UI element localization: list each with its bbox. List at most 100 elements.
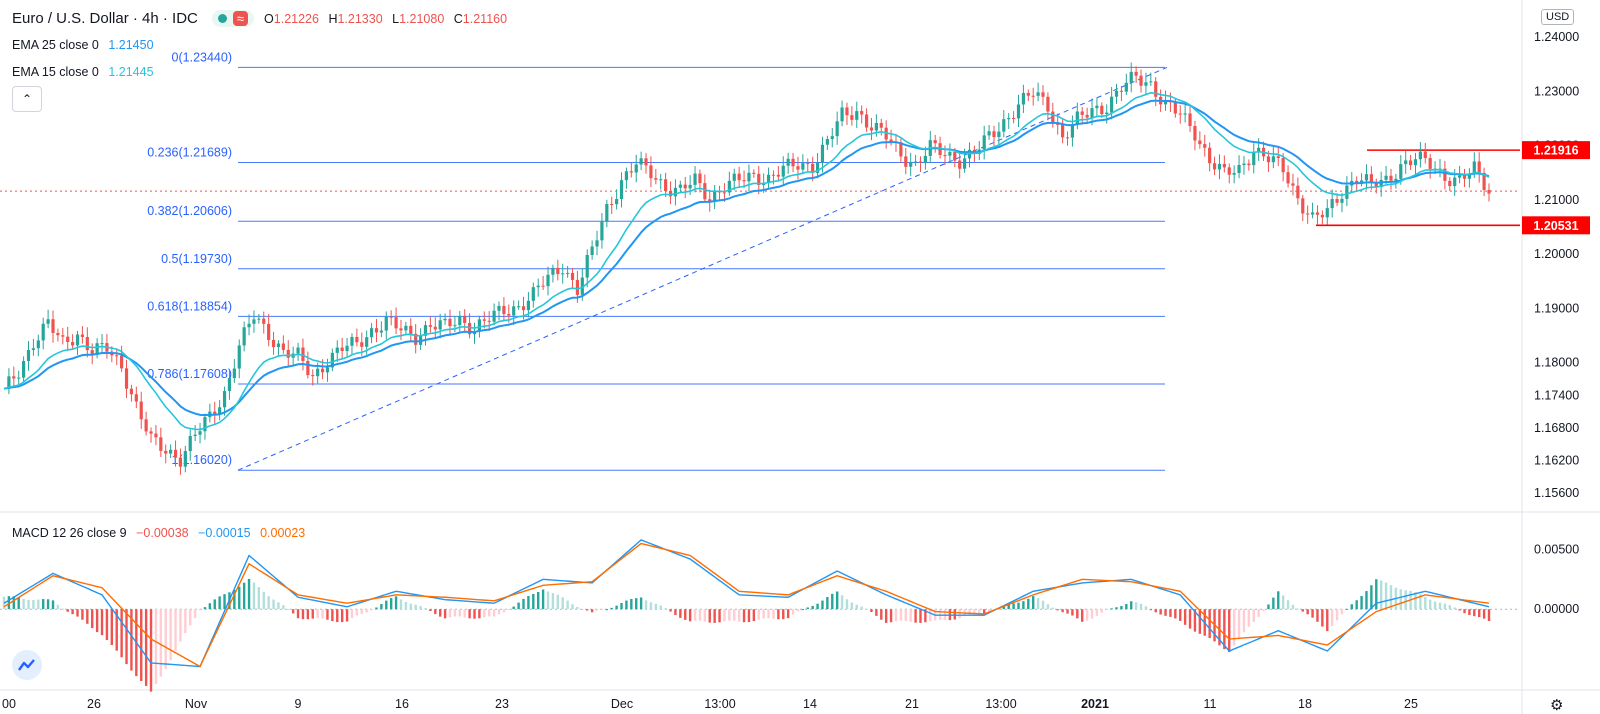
market-status[interactable]: ≈ (211, 10, 255, 27)
candle-body (1026, 93, 1030, 96)
macd-histogram-bar (340, 609, 344, 623)
macd-histogram-bar (595, 609, 599, 611)
macd-histogram-bar (1443, 603, 1447, 610)
candle-body (296, 347, 300, 354)
macd-signal-value: 0.00023 (260, 526, 306, 540)
candle-body (1355, 180, 1359, 183)
macd-histogram-bar (1095, 609, 1099, 616)
candle-body (178, 457, 183, 467)
candle-body (1310, 212, 1315, 215)
macd-histogram-bar (1154, 609, 1157, 613)
candle-body (1178, 113, 1182, 115)
macd-histogram-bar (179, 609, 182, 642)
candle-body (536, 285, 540, 288)
candle-body (448, 318, 452, 327)
macd-histogram-bar (806, 607, 809, 610)
macd-histogram-bar (42, 599, 45, 610)
candle-body (1070, 124, 1075, 138)
candle-body (1320, 214, 1324, 218)
candle-body (1389, 175, 1393, 181)
candle-body (1247, 163, 1251, 166)
candle-body (673, 187, 678, 197)
candle-body (1065, 137, 1070, 139)
macd-histogram-bar (350, 609, 354, 619)
macd-histogram-bar (1262, 609, 1265, 612)
candle-body (517, 306, 521, 308)
candle-body (1075, 111, 1079, 125)
macd-histogram-bar (262, 591, 265, 610)
candle-body (345, 345, 349, 352)
time-tick-label: 11 (1204, 697, 1217, 711)
candle-body (982, 135, 986, 150)
macd-histogram-bar (1267, 604, 1270, 610)
candle-body (384, 316, 388, 331)
macd-label: MACD 12 26 close 9 (12, 526, 127, 540)
gear-icon[interactable]: ⚙ (1550, 697, 1564, 714)
ema15-legend[interactable]: EMA 15 close 0 1.21445 (12, 65, 154, 79)
macd-histogram-bar (870, 609, 873, 613)
macd-histogram-bar (801, 609, 805, 611)
candle-body (664, 179, 668, 191)
macd-histogram-bar (703, 609, 707, 622)
candle-body (350, 336, 354, 346)
candle-body (1100, 105, 1104, 115)
macd-histogram-bar (742, 609, 746, 623)
macd-histogram-bar (1389, 585, 1393, 610)
macd-histogram-bar (1399, 589, 1402, 610)
macd-histogram-bar (1232, 609, 1236, 646)
candle-body (183, 451, 187, 467)
macd-histogram-bar (7, 596, 11, 610)
price-tick-label: 1.19000 (1534, 301, 1579, 315)
candle-body (193, 434, 197, 436)
candle-body (1007, 118, 1011, 120)
macd-histogram-bar (865, 608, 868, 610)
macd-histogram-bar (1448, 605, 1451, 610)
candle-body (301, 347, 305, 361)
candle-body (1330, 199, 1334, 209)
candle-body (173, 449, 178, 458)
macd-histogram-bar (1424, 596, 1427, 610)
macd-histogram-bar (1340, 609, 1344, 615)
candle-body (521, 306, 526, 311)
macd-histogram-bar (1051, 607, 1055, 610)
candle-body (830, 136, 834, 140)
collapse-legend-button[interactable]: ⌃ (12, 86, 42, 112)
macd-histogram-bar (1218, 609, 1221, 646)
macd-histogram-bar (752, 609, 756, 622)
time-tick-label: 23 (495, 697, 509, 711)
candle-body (771, 174, 776, 176)
ohlc-values: O1.21226 H1.21330 L1.21080 C1.21160 (264, 12, 513, 26)
macd-histogram-bar (1414, 592, 1417, 610)
candle-body (1002, 119, 1006, 132)
macd-histogram-bar (1301, 609, 1304, 612)
price-tick-label: 1.15600 (1534, 486, 1579, 500)
candle-body (1477, 161, 1481, 173)
candle-body (1012, 118, 1016, 120)
tradingview-logo-icon[interactable] (12, 650, 42, 680)
candle-body (987, 131, 991, 136)
candle-body (1408, 160, 1413, 166)
candle-body (433, 326, 437, 330)
macd-histogram-bar (463, 609, 466, 618)
macd-histogram-bar (1081, 609, 1084, 622)
macd-histogram-bar (1193, 609, 1197, 632)
macd-histogram-bar (257, 587, 261, 610)
ema25-legend[interactable]: EMA 25 close 0 1.21450 (12, 38, 154, 52)
macd-histogram-bar (27, 599, 30, 610)
macd-legend[interactable]: MACD 12 26 close 9 −0.00038 −0.00015 0.0… (12, 526, 305, 540)
candle-body (213, 411, 217, 415)
candle-body (139, 401, 143, 420)
macd-histogram-bar (1296, 608, 1300, 610)
macd-histogram-bar (144, 609, 148, 686)
symbol-title[interactable]: Euro / U.S. Dollar · 4h · IDC (12, 10, 198, 27)
macd-histogram-bar (1326, 609, 1329, 632)
macd-histogram-bar (1487, 609, 1491, 622)
currency-label[interactable]: USD (1541, 9, 1575, 25)
macd-histogram-bar (46, 599, 50, 610)
macd-histogram-bar (1036, 597, 1040, 610)
candle-body (1237, 164, 1241, 174)
candle-body (1364, 174, 1369, 181)
candle-body (1359, 180, 1364, 183)
fib-level-label: 0.786(1.17608) (147, 367, 232, 381)
